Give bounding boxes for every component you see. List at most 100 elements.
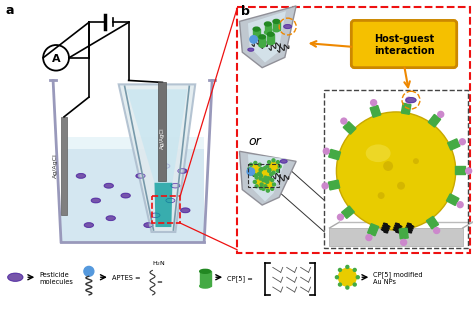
Text: CP[5] =: CP[5] = <box>227 275 253 281</box>
Circle shape <box>272 159 275 162</box>
Circle shape <box>273 183 275 186</box>
Text: Pesticide
molecules: Pesticide molecules <box>39 272 73 285</box>
Circle shape <box>263 180 273 189</box>
Polygon shape <box>61 149 204 242</box>
Ellipse shape <box>366 145 391 162</box>
Bar <box>343 122 356 134</box>
Circle shape <box>338 283 341 286</box>
Bar <box>401 103 411 114</box>
Circle shape <box>259 177 262 180</box>
Circle shape <box>346 286 349 289</box>
Circle shape <box>259 168 262 171</box>
Circle shape <box>346 265 349 268</box>
Circle shape <box>278 165 281 168</box>
Circle shape <box>353 268 356 271</box>
Text: Ag/AgCl: Ag/AgCl <box>53 154 57 178</box>
Bar <box>253 29 260 37</box>
Bar <box>158 82 166 181</box>
Text: or: or <box>248 135 261 148</box>
Bar <box>428 114 441 127</box>
Circle shape <box>271 179 273 182</box>
Circle shape <box>84 266 94 276</box>
Circle shape <box>465 168 472 174</box>
Circle shape <box>255 176 258 179</box>
Circle shape <box>262 179 265 182</box>
Circle shape <box>269 162 278 171</box>
Circle shape <box>247 168 251 171</box>
Circle shape <box>260 187 263 190</box>
Ellipse shape <box>406 98 416 103</box>
Circle shape <box>254 174 257 177</box>
Text: b: b <box>241 4 250 17</box>
Circle shape <box>264 166 266 170</box>
Circle shape <box>413 158 419 164</box>
Ellipse shape <box>259 43 265 47</box>
Bar <box>447 139 460 150</box>
Circle shape <box>268 169 271 172</box>
Bar <box>447 194 459 205</box>
Circle shape <box>457 202 463 208</box>
Bar <box>399 228 408 239</box>
Circle shape <box>249 163 253 166</box>
Circle shape <box>258 163 261 166</box>
Bar <box>61 117 67 215</box>
Circle shape <box>401 239 407 245</box>
Circle shape <box>266 189 269 192</box>
Bar <box>328 180 340 190</box>
Circle shape <box>260 174 263 177</box>
Circle shape <box>366 235 372 241</box>
Circle shape <box>397 182 405 190</box>
Text: =: = <box>156 279 163 285</box>
Circle shape <box>254 161 257 165</box>
Circle shape <box>270 173 273 176</box>
Polygon shape <box>61 137 204 149</box>
Circle shape <box>264 176 267 179</box>
Bar <box>259 37 265 45</box>
Ellipse shape <box>273 19 280 23</box>
Circle shape <box>406 97 411 103</box>
Bar <box>368 224 379 236</box>
Circle shape <box>353 283 356 286</box>
Ellipse shape <box>200 284 210 288</box>
Circle shape <box>266 180 269 184</box>
Text: Host-guest
interaction: Host-guest interaction <box>374 34 434 56</box>
Circle shape <box>438 111 444 117</box>
Circle shape <box>260 170 270 179</box>
Circle shape <box>264 185 267 188</box>
Circle shape <box>256 177 266 187</box>
Circle shape <box>247 168 255 175</box>
Circle shape <box>258 172 261 175</box>
Circle shape <box>262 187 265 190</box>
Ellipse shape <box>273 28 280 32</box>
Text: Ag/AgCl: Ag/AgCl <box>160 128 165 149</box>
Polygon shape <box>118 84 195 232</box>
Ellipse shape <box>181 208 190 212</box>
Bar <box>237 7 470 253</box>
Circle shape <box>336 276 338 279</box>
Bar <box>267 34 274 43</box>
Ellipse shape <box>253 36 260 40</box>
Circle shape <box>338 268 341 271</box>
Circle shape <box>341 118 347 124</box>
Circle shape <box>260 183 263 186</box>
Polygon shape <box>239 6 296 68</box>
Circle shape <box>43 45 69 71</box>
Circle shape <box>383 161 393 171</box>
Bar <box>427 216 438 229</box>
Text: $\mathregular{H_2N}$: $\mathregular{H_2N}$ <box>153 259 166 268</box>
Bar <box>342 206 355 218</box>
Bar <box>264 24 271 32</box>
Circle shape <box>268 168 271 171</box>
Circle shape <box>276 161 279 164</box>
Circle shape <box>250 36 257 43</box>
Circle shape <box>253 180 256 184</box>
Bar <box>325 90 468 248</box>
Bar <box>329 149 340 160</box>
Ellipse shape <box>200 269 210 273</box>
Bar <box>370 106 381 117</box>
Ellipse shape <box>253 27 260 31</box>
Ellipse shape <box>267 41 274 45</box>
Ellipse shape <box>259 35 265 39</box>
Polygon shape <box>127 89 187 183</box>
Circle shape <box>264 179 266 182</box>
